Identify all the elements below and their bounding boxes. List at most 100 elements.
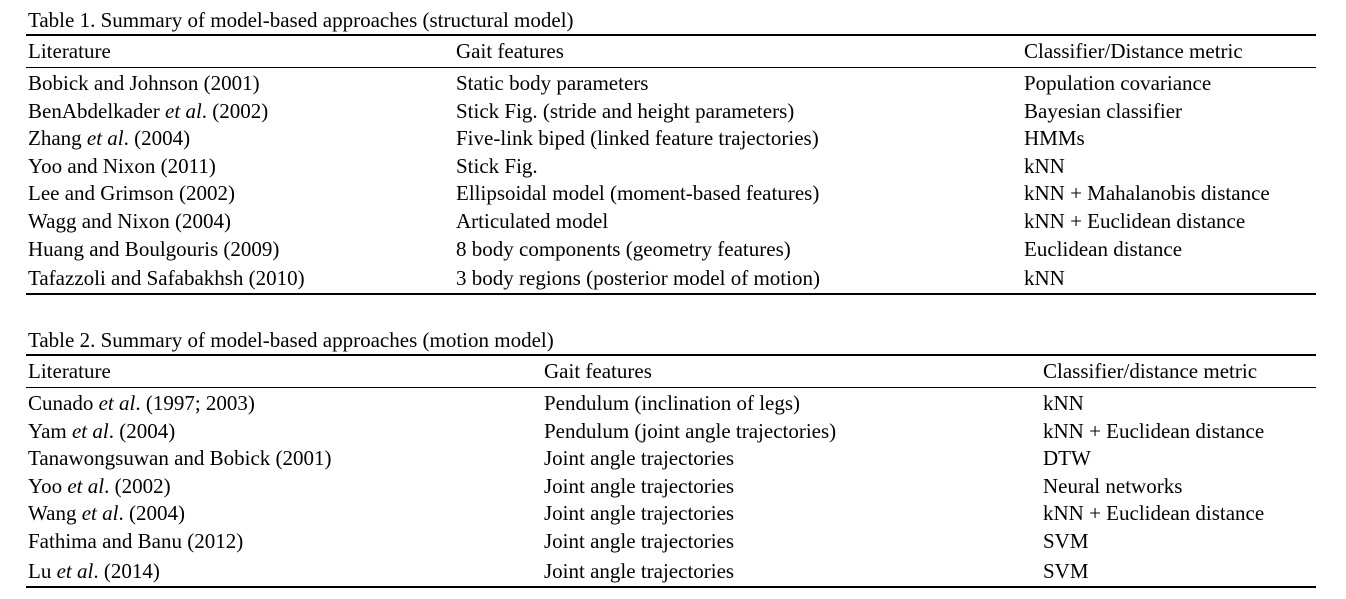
italic-text: et al [56,558,94,583]
header-gait-features: Gait features [454,34,1022,68]
cell-classifier: Bayesian classifier [1024,98,1183,123]
table-row: Lee and Grimson (2002) Ellipsoidal model … [26,180,1316,208]
cell-literature: Lu et al. (2014) [26,555,542,588]
cell-classifier: kNN [1022,263,1316,296]
table-row: Bobick and Johnson (2001) Static body par… [26,68,1316,98]
cell-literature: Zhang et al. (2004) [26,125,454,153]
italic-text: et al [81,501,119,526]
cell-gait-features: Joint angle trajectories [544,473,735,498]
italic-text: et al [71,418,109,443]
cell-gait-features: 8 body components (geometry features) [456,236,791,261]
cell-classifier: kNN + Euclidean distance [1043,418,1265,443]
cell-gait-features: Joint angle trajectories [542,555,1041,588]
table-row: Huang and Boulgouris (2009) 8 body compon… [26,236,1316,264]
table-row: Yam et al. (2004) Pendulum (joint angle t… [26,418,1316,446]
cell-classifier: SVM [1041,555,1316,588]
table-row: Cunado et al. (1997; 2003) Pendulum (incl… [26,388,1316,418]
header-gait-features: Gait features [542,354,1041,388]
cell-gait-features: Joint angle trajectories [544,501,735,526]
cell-classifier: kNN [1043,391,1084,415]
cell-literature: Yam et al. (2004) [26,418,542,446]
table-row: Yoo et al. (2002) Joint angle trajectorie… [26,473,1316,501]
cell-literature: Yoo and Nixon (2011) [26,153,454,181]
text-segment: Yoo and Nixon (2011) [28,153,216,178]
table-caption: Table 2. Summary of model-based approach… [28,328,554,352]
text-segment: Lee and Grimson (2002) [28,181,236,206]
cell-classifier: DTW [1043,446,1091,471]
cell-gait-features: Stick Fig. [456,153,538,178]
cell-gait-features: Static body parameters [456,71,649,95]
text-segment: . (2002) [201,98,269,123]
text-segment: Lu [28,558,57,583]
text-segment: . (2004) [123,126,191,151]
cell-literature: BenAbdelkader et al. (2002) [26,98,454,126]
text-segment: . (2014) [93,558,160,583]
cell-literature: Huang and Boulgouris (2009) [26,236,454,264]
text-segment: Wagg and Nixon (2004) [28,208,232,233]
text-segment: Wang [28,501,82,526]
cell-classifier: kNN + Euclidean distance [1043,501,1265,526]
table-caption: Table 1. Summary of model-based approach… [28,8,574,32]
text-segment: Zhang [28,126,87,151]
cell-literature: Bobick and Johnson (2001) [26,68,454,98]
cell-gait-features: Joint angle trajectories [544,446,735,471]
cell-gait-features: Stick Fig. (stride and height parameters… [456,98,795,123]
table-row: Wagg and Nixon (2004) Articulated model kN… [26,208,1316,236]
cell-classifier: HMMs [1024,126,1085,151]
text-segment: Tafazzoli and Safabakhsh (2010) [28,266,305,291]
text-segment: . (2004) [108,418,176,443]
text-segment: Yoo [28,473,68,498]
cell-classifier: kNN + Mahalanobis distance [1024,181,1270,206]
cell-literature: Tafazzoli and Safabakhsh (2010) [26,263,454,296]
text-segment: BenAbdelkader [28,98,166,123]
cell-gait-features: Pendulum (inclination of legs) [544,391,801,415]
cell-classifier: Neural networks [1043,473,1183,498]
header-row: Literature Gait features Classifier/Dist… [26,34,1316,68]
cell-classifier: Population covariance [1024,71,1212,95]
cell-literature: Tanawongsuwan and Bobick (2001) [26,445,542,473]
table-row: Zhang et al. (2004) Five-link biped (link… [26,125,1316,153]
table-row: Fathima and Banu (2012) Joint angle traje… [26,528,1316,556]
text-segment: . (2004) [118,501,185,526]
cell-gait-features: Ellipsoidal model (moment-based features… [456,181,820,206]
text-segment: Huang and Boulgouris (2009) [28,236,280,261]
table-row: Tafazzoli and Safabakhsh (2010) 3 body re… [26,263,1316,296]
cell-classifier: kNN [1024,153,1065,178]
cell-gait-features: Articulated model [456,208,609,233]
table-row: Tanawongsuwan and Bobick (2001) Joint ang… [26,445,1316,473]
italic-text: et al [86,126,124,151]
table-row: BenAbdelkader et al. (2002) Stick Fig. (s… [26,98,1316,126]
header-literature: Literature [26,354,542,388]
text-segment: Tanawongsuwan and Bobick (2001) [28,446,332,471]
text-segment: Yam [28,418,72,443]
table-row: Yoo and Nixon (2011) Stick Fig. kNN [26,153,1316,181]
cell-literature: Yoo et al. (2002) [26,473,542,501]
text-segment: . (2002) [104,473,171,498]
cell-classifier: kNN + Euclidean distance [1024,208,1246,233]
header-row: Literature Gait features Classifier/dist… [26,354,1316,388]
header-classifier: Classifier/Distance metric [1022,34,1316,68]
text-segment: . (1997; 2003) [135,391,255,415]
cell-gait-features: Five-link biped (linked feature trajecto… [456,126,819,151]
table-body: Literature Gait features Classifier/dist… [26,354,1316,588]
cell-gait-features: Joint angle trajectories [544,528,735,553]
table-body: Literature Gait features Classifier/Dist… [26,34,1316,296]
cell-literature: Wagg and Nixon (2004) [26,208,454,236]
text-segment: Fathima and Banu (2012) [28,528,244,553]
italic-text: et al [165,98,202,123]
cell-classifier: SVM [1043,528,1089,553]
text-segment: Bobick and Johnson (2001) [28,71,260,95]
motion-model-table: Table 2. Summary of model-based approach… [26,326,1316,588]
text-segment: Cunado [28,391,99,415]
table-row: Wang et al. (2004) Joint angle trajectori… [26,500,1316,528]
structural-model-table: Table 1. Summary of model-based approach… [26,6,1316,296]
cell-literature: Fathima and Banu (2012) [26,528,542,556]
cell-gait-features: Pendulum (joint angle trajectories) [544,418,837,443]
header-classifier: Classifier/distance metric [1041,354,1316,388]
table-row: Lu et al. (2014) Joint angle trajectories… [26,555,1316,588]
cell-literature: Lee and Grimson (2002) [26,180,454,208]
italic-text: et al [98,391,136,415]
header-literature: Literature [26,34,454,68]
cell-literature: Wang et al. (2004) [26,500,542,528]
italic-text: et al [67,473,105,498]
